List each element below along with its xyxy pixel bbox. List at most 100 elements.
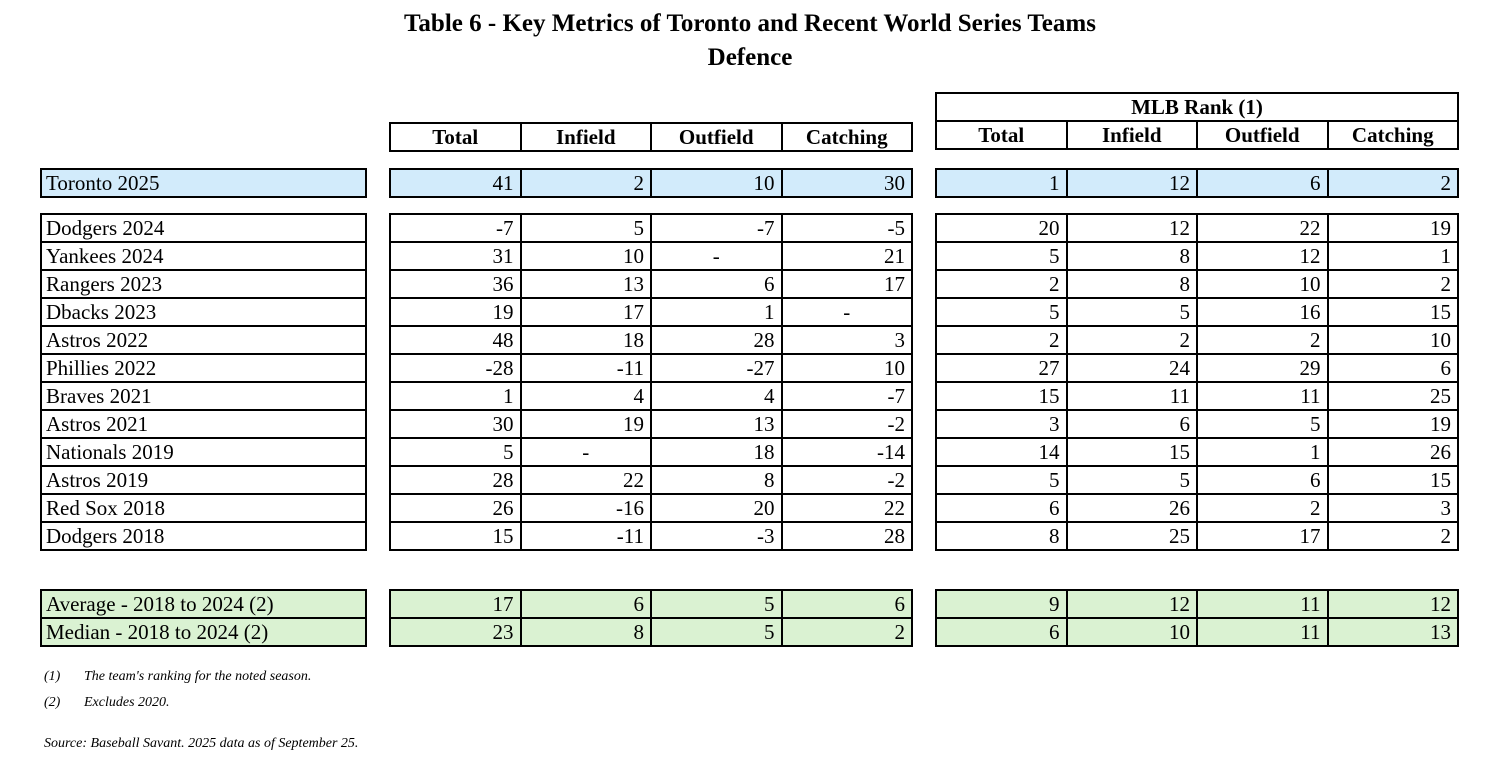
metric-header-table: Total Infield Outfield Catching — [389, 122, 913, 152]
metric-cell: 17 — [519, 297, 652, 327]
rank-cell: 22 — [1196, 213, 1329, 243]
rank-cell: 29 — [1196, 353, 1329, 383]
table-row: 9 12 11 12 — [935, 589, 1459, 619]
metric-cell: 28 — [389, 465, 522, 495]
table-row: 2 8 10 2 — [935, 269, 1459, 299]
footnote-marker: (1) — [44, 669, 61, 684]
metric-cell: 8 — [519, 617, 652, 647]
metric-cell: - — [780, 297, 913, 327]
metric-cell: 17 — [389, 589, 522, 619]
teams-name-table: Dodgers 2024 Yankees 2024 Rangers 2023 Dbac… — [40, 213, 367, 551]
metric-cell: - — [650, 241, 783, 271]
rank-cell: 19 — [1326, 409, 1459, 439]
metric-cell: 31 — [389, 241, 522, 271]
table-row: 1 12 6 2 — [935, 168, 1459, 198]
rank-cell: 14 — [935, 437, 1068, 467]
table-row: 17 6 5 6 — [389, 589, 913, 619]
rank-cell: 17 — [1196, 521, 1329, 551]
metric-cell: 3 — [780, 325, 913, 355]
metric-cell: -28 — [389, 353, 522, 383]
rank-cell: 8 — [1065, 269, 1198, 299]
rank-cell: 12 — [1065, 589, 1198, 619]
team-name: Toronto 2025 — [40, 168, 367, 198]
rank-cell: 11 — [1196, 617, 1329, 647]
team-name: Average - 2018 to 2024 (2) — [40, 589, 367, 619]
rank-cell: 20 — [935, 213, 1068, 243]
rank-cell: 2 — [935, 325, 1068, 355]
toronto-ranks-table: 1 12 6 2 — [935, 168, 1459, 198]
metric-cell: 10 — [780, 353, 913, 383]
rank-cell: 11 — [1065, 381, 1198, 411]
team-name: Yankees 2024 — [40, 241, 367, 271]
metric-cell: 4 — [519, 381, 652, 411]
rank-cell: 2 — [1196, 493, 1329, 523]
metric-cell: 5 — [650, 617, 783, 647]
table-row: 5 5 16 15 — [935, 297, 1459, 327]
footnote-text: The team's ranking for the noted season. — [84, 669, 312, 684]
metric-cell: -11 — [519, 521, 652, 551]
table-row: Toronto 2025 — [40, 168, 367, 198]
metric-cell: 22 — [519, 465, 652, 495]
team-name: Median - 2018 to 2024 (2) — [40, 617, 367, 647]
summary-name-table: Average - 2018 to 2024 (2) Median - 2018 … — [40, 589, 367, 647]
metric-cell: - — [519, 437, 652, 467]
table-row: 5 8 12 1 — [935, 241, 1459, 271]
rank-cell: 1 — [1326, 241, 1459, 271]
column-header: Catching — [780, 122, 913, 152]
table-row: 31 10-21 — [389, 241, 913, 271]
footnote-2: (2) Excludes 2020. — [44, 695, 170, 711]
metric-cell: 17 — [780, 269, 913, 299]
table-row: 5 5 6 15 — [935, 465, 1459, 495]
teams-metrics-table: -7 5 -7 -5 31 10-21 36 13 6 17 19 17 1-48 18 28 3 -28 -11… — [389, 213, 913, 551]
metric-cell: 10 — [519, 241, 652, 271]
metric-cell: 36 — [389, 269, 522, 299]
metric-cell: 1 — [650, 297, 783, 327]
page-subtitle: Defence — [707, 44, 793, 71]
rank-cell: 5 — [1065, 465, 1198, 495]
rank-cell: 15 — [1326, 465, 1459, 495]
metric-cell: 26 — [389, 493, 522, 523]
table-row: 27 24 29 6 — [935, 353, 1459, 383]
metric-cell: -7 — [389, 213, 522, 243]
team-name: Braves 2021 — [40, 381, 367, 411]
rank-cell: 13 — [1326, 617, 1459, 647]
metric-cell: 41 — [389, 168, 522, 198]
rank-cell: 10 — [1196, 269, 1329, 299]
page-title: Table 6 - Key Metrics of Toronto and Rec… — [404, 10, 1096, 37]
team-name: Astros 2021 — [40, 409, 367, 439]
metric-cell: 5 — [650, 589, 783, 619]
metric-cell: 30 — [389, 409, 522, 439]
metric-cell: 28 — [650, 325, 783, 355]
metric-cell: 13 — [650, 409, 783, 439]
rank-cell: 12 — [1196, 241, 1329, 271]
rank-cell: 5 — [1065, 297, 1198, 327]
table-row: 36 13 6 17 — [389, 269, 913, 299]
metric-cell: -14 — [780, 437, 913, 467]
metric-cell: -5 — [780, 213, 913, 243]
table-row: -28 -11 -27 10 — [389, 353, 913, 383]
rank-cell: 8 — [935, 521, 1068, 551]
rank-cell: 2 — [935, 269, 1068, 299]
rank-cell: 10 — [1326, 325, 1459, 355]
table-row: Dbacks 2023 — [40, 297, 367, 327]
team-name: Astros 2022 — [40, 325, 367, 355]
metric-cell: 5 — [389, 437, 522, 467]
team-name: Phillies 2022 — [40, 353, 367, 383]
metric-cell: 2 — [519, 168, 652, 198]
rank-cell: 27 — [935, 353, 1068, 383]
rank-cell: 6 — [1326, 353, 1459, 383]
rank-cell: 6 — [1196, 168, 1329, 198]
rank-cell: 12 — [1065, 168, 1198, 198]
table-row: -7 5 -7 -5 — [389, 213, 913, 243]
metric-cell: 30 — [780, 168, 913, 198]
metric-cell: 22 — [780, 493, 913, 523]
rank-group-header: MLB Rank (1) — [935, 92, 1459, 122]
metric-cell: 28 — [780, 521, 913, 551]
metric-cell: -7 — [780, 381, 913, 411]
metric-cell: 4 — [650, 381, 783, 411]
table-row: 5-18 -14 — [389, 437, 913, 467]
metric-cell: 20 — [650, 493, 783, 523]
metric-cell: -2 — [780, 465, 913, 495]
rank-cell: 25 — [1065, 521, 1198, 551]
table-row: 30 19 13 -2 — [389, 409, 913, 439]
